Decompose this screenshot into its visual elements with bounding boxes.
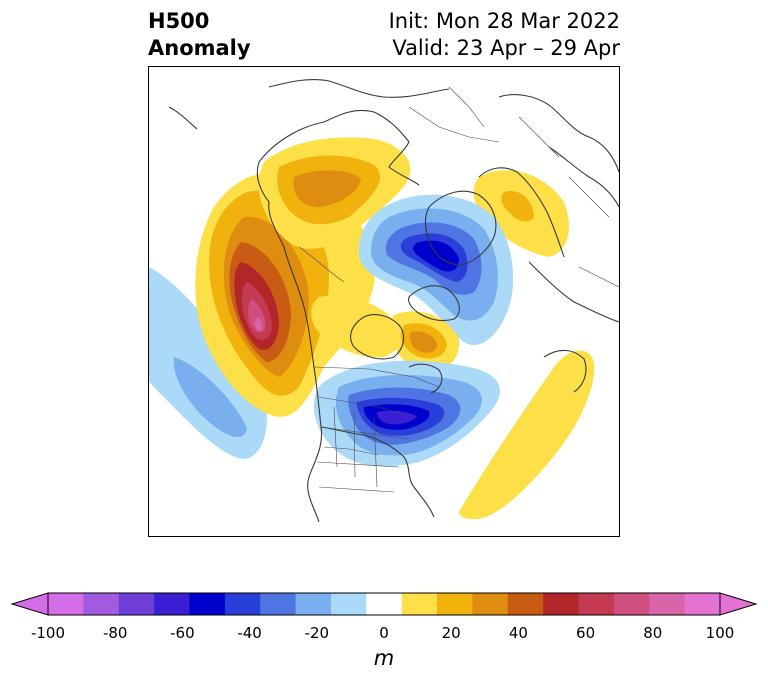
- colorbar-cell: [260, 593, 297, 615]
- colorbar-cell: [366, 593, 403, 615]
- colorbar-tick-label: 0: [379, 624, 389, 642]
- field-name: H500: [148, 9, 210, 33]
- colorbar-cell: [154, 593, 190, 615]
- anomaly-alaska-ridge: [258, 137, 411, 249]
- colorbar-cell: [48, 593, 84, 615]
- colorbar-cell: [118, 593, 155, 615]
- colorbar-cell: [684, 593, 721, 615]
- anomaly-arctic-trough: [358, 194, 514, 346]
- colorbar-tick-label: 20: [441, 624, 461, 642]
- colorbar-tick-label: -60: [170, 624, 195, 642]
- anomaly-scandinavia-ridge: [473, 170, 569, 257]
- borders-overlay: [298, 86, 619, 493]
- colorbar-tick-label: -20: [304, 624, 330, 642]
- colorbar-tick-label: 60: [576, 624, 596, 642]
- field-type: Anomaly: [148, 36, 251, 60]
- anomaly-eastern-canada-trough: [314, 360, 500, 467]
- valid-range: Valid: 23 Apr – 29 Apr: [392, 36, 620, 60]
- colorbar-tick-label: -80: [102, 624, 128, 642]
- colorbar-cell: [613, 593, 650, 615]
- colorbar-tick-label: 80: [643, 624, 663, 642]
- colorbar-tick-label: 100: [705, 624, 735, 642]
- colorbar-unit-label: m: [373, 646, 395, 670]
- colorbar-cell: [649, 593, 686, 615]
- colorbar: [10, 592, 758, 616]
- colorbar-cell: [295, 593, 332, 615]
- colorbar-cell: [578, 593, 615, 615]
- colorbar-extend-high: [719, 592, 758, 616]
- title-block-right: Init: Mon 28 Mar 2022 Valid: 23 Apr – 29…: [389, 8, 620, 62]
- colorbar-cell: [543, 593, 580, 615]
- colorbar-tick-label: 40: [508, 624, 528, 642]
- init-date: Init: Mon 28 Mar 2022: [388, 9, 620, 33]
- anomaly-north-atlantic-ridge: [459, 350, 595, 520]
- anomaly-hudson-ridge: [311, 295, 460, 372]
- anomaly-north-pacific-trough: [149, 267, 267, 459]
- map-panel: [148, 66, 620, 537]
- title-block-left: H500 Anomaly: [148, 8, 251, 62]
- colorbar-cell: [401, 593, 438, 615]
- colorbar-outline: [47, 592, 721, 616]
- colorbar-tick-label: -100: [30, 624, 66, 642]
- colorbar-extend-low: [10, 592, 49, 616]
- colorbar-cell: [330, 593, 367, 615]
- anomaly-map: [149, 78, 619, 523]
- colorbar-cell: [224, 593, 261, 615]
- colorbar-cell: [507, 593, 544, 615]
- coastlines-overlay: [168, 78, 619, 523]
- colorbar-cell: [472, 593, 509, 615]
- colorbar-cell: [189, 593, 226, 615]
- colorbar-cell: [437, 593, 473, 615]
- colorbar-cell: [83, 593, 120, 615]
- colorbar-tick-label: -40: [237, 624, 262, 642]
